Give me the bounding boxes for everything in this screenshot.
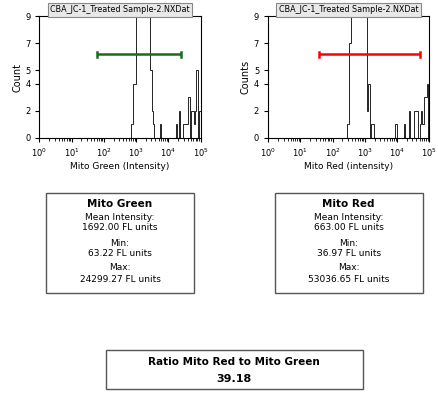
X-axis label: Mito Red (intensity): Mito Red (intensity) xyxy=(304,162,393,171)
Text: Min:: Min: xyxy=(339,239,358,247)
Text: Max:: Max: xyxy=(109,263,131,272)
Y-axis label: Counts: Counts xyxy=(241,60,251,94)
FancyBboxPatch shape xyxy=(106,350,363,389)
Text: Mito Green: Mito Green xyxy=(88,199,152,209)
Text: Mean Intensity:: Mean Intensity: xyxy=(85,213,155,222)
Title: CBA_JC-1_Treated Sample-2.NXDat: CBA_JC-1_Treated Sample-2.NXDat xyxy=(50,5,190,14)
Text: 663.00 FL units: 663.00 FL units xyxy=(314,223,384,232)
Text: 63.22 FL units: 63.22 FL units xyxy=(88,249,152,258)
FancyBboxPatch shape xyxy=(46,193,194,293)
Text: 1692.00 FL units: 1692.00 FL units xyxy=(82,223,158,232)
Text: 24299.27 FL units: 24299.27 FL units xyxy=(80,275,160,284)
Text: Ratio Mito Red to Mito Green: Ratio Mito Red to Mito Green xyxy=(148,357,320,367)
Text: Mito Red: Mito Red xyxy=(322,199,375,209)
Text: Min:: Min: xyxy=(110,239,130,247)
Text: 36.97 FL units: 36.97 FL units xyxy=(317,249,381,258)
FancyBboxPatch shape xyxy=(275,193,423,293)
Text: Mean Intensity:: Mean Intensity: xyxy=(314,213,383,222)
Title: CBA_JC-1_Treated Sample-2.NXDat: CBA_JC-1_Treated Sample-2.NXDat xyxy=(279,5,419,14)
X-axis label: Mito Green (Intensity): Mito Green (Intensity) xyxy=(70,162,170,171)
Text: 39.18: 39.18 xyxy=(217,374,252,384)
Y-axis label: Count: Count xyxy=(12,63,22,92)
Text: Max:: Max: xyxy=(338,263,360,272)
Text: 53036.65 FL units: 53036.65 FL units xyxy=(308,275,389,284)
